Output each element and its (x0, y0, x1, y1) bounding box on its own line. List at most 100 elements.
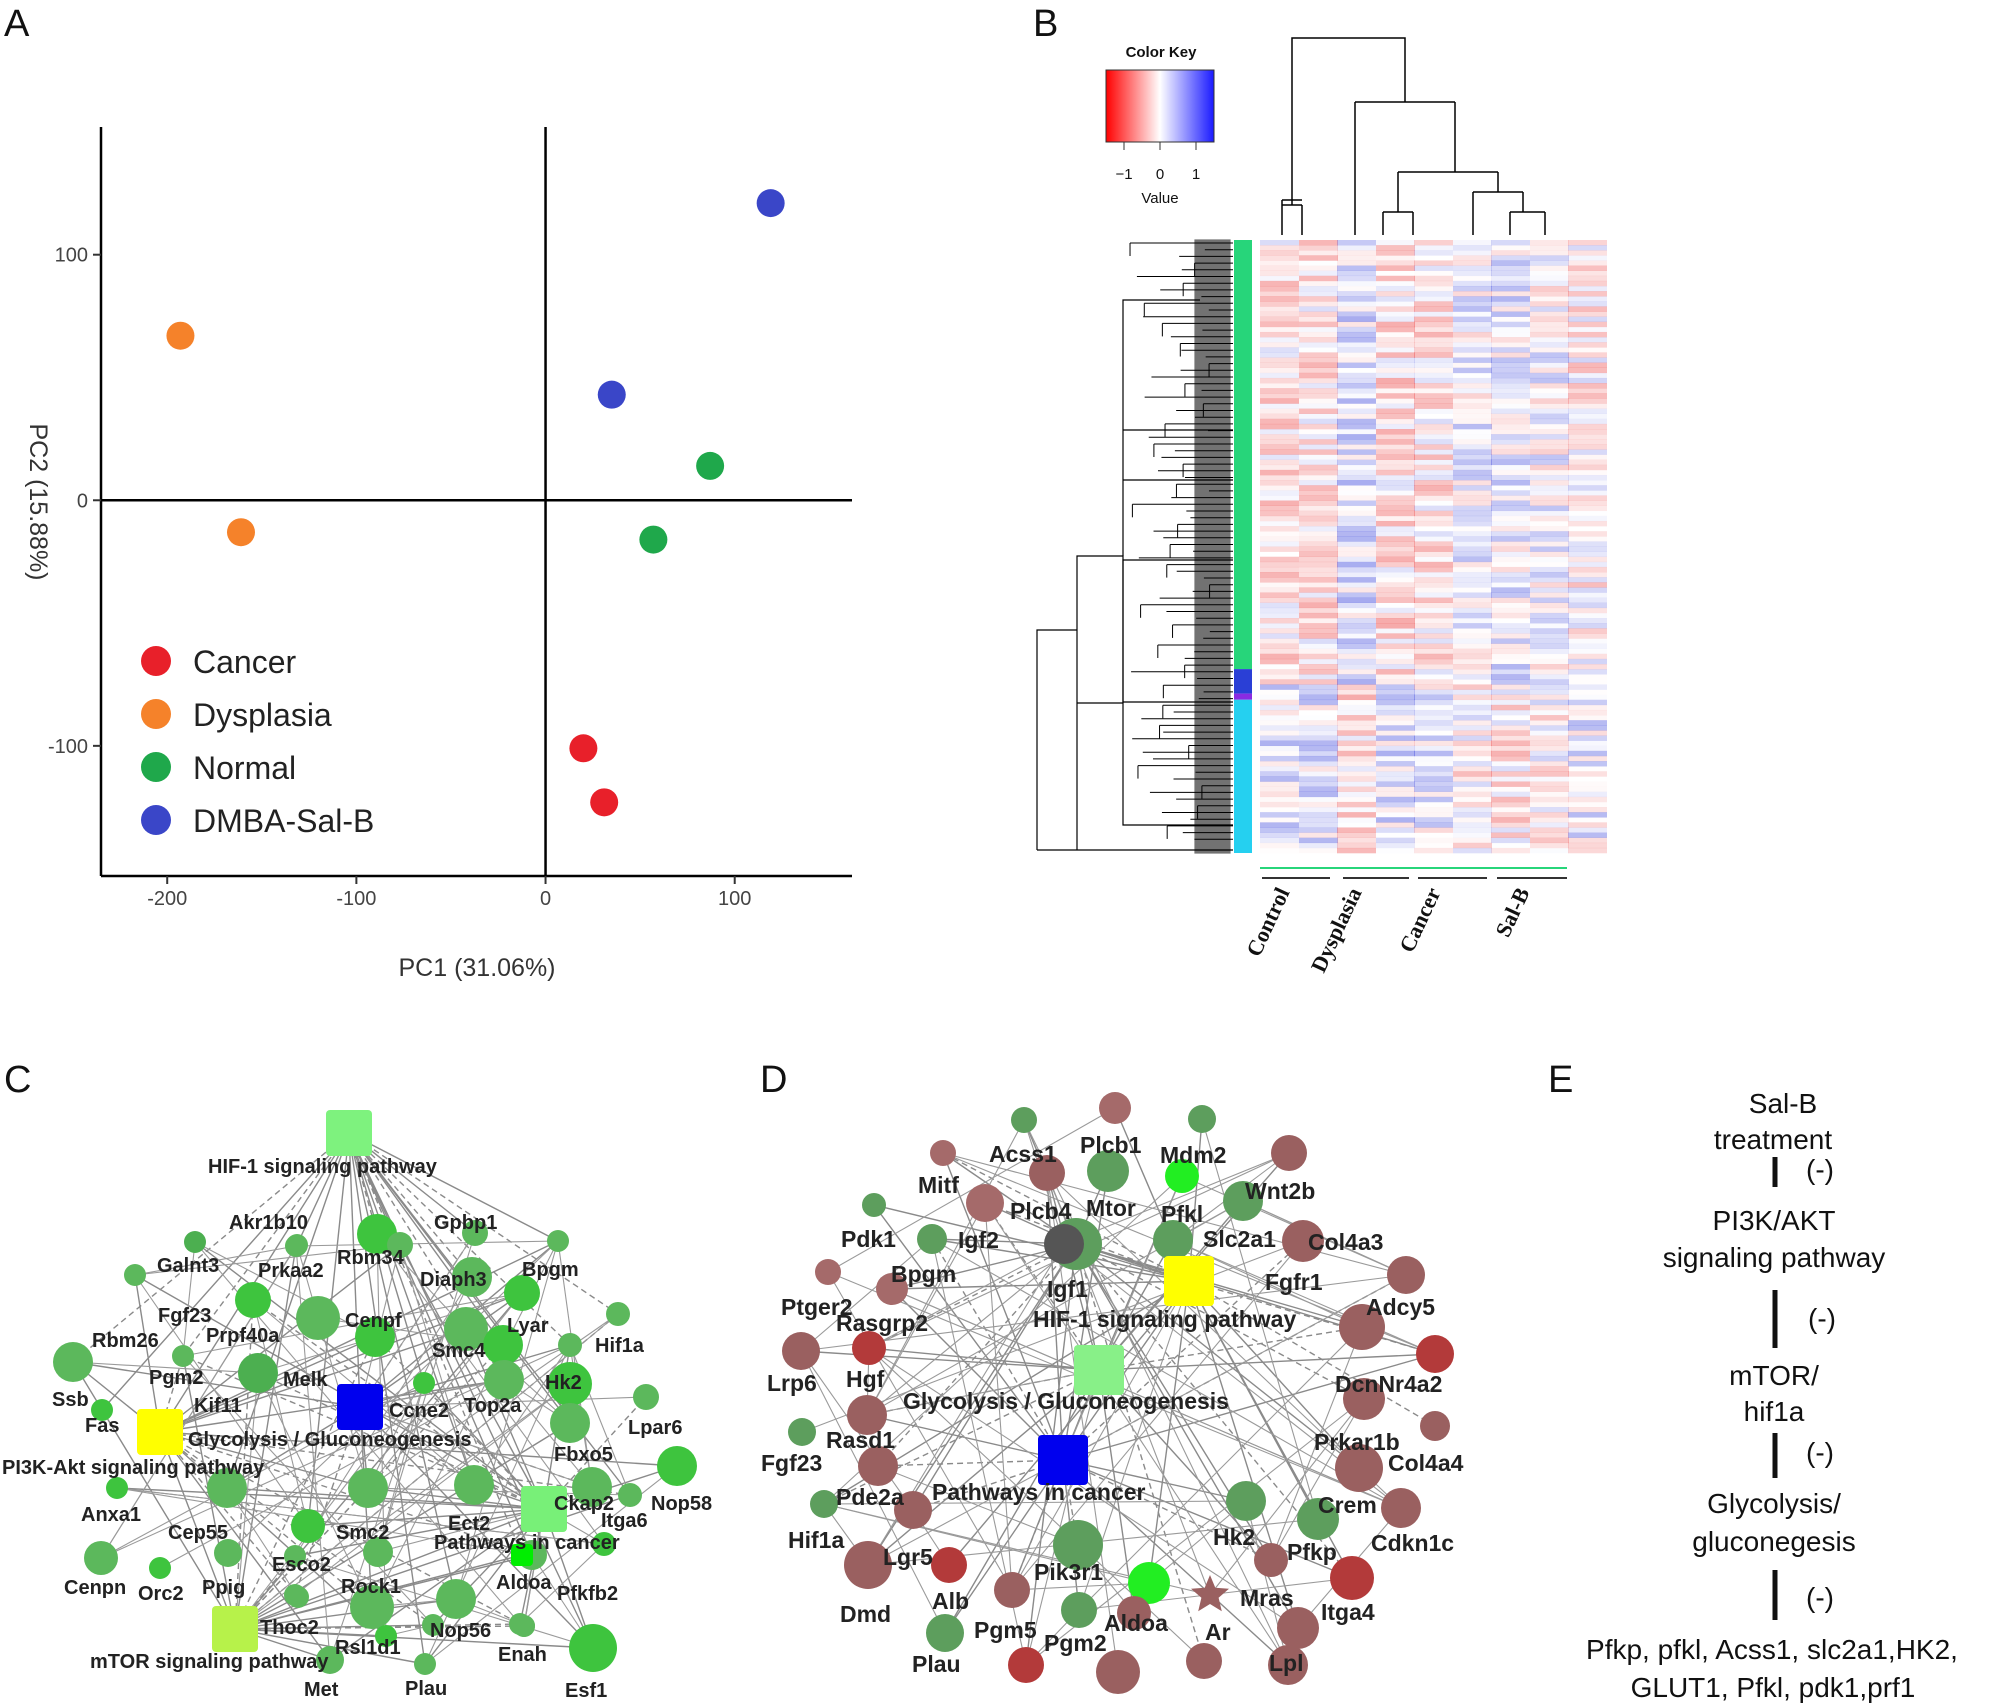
heatmap-cell (1414, 776, 1453, 782)
network-node (810, 1490, 838, 1518)
heatmap-cell (1414, 526, 1453, 531)
heatmap-cell (1530, 388, 1569, 393)
heatmap-cell (1491, 270, 1530, 277)
heatmap-cell (1337, 357, 1376, 363)
heatmap-cell (1260, 306, 1299, 312)
gene-label: Ect2 (448, 1513, 490, 1535)
heatmap-cell (1453, 520, 1492, 527)
heatmap-cell (1299, 781, 1338, 787)
heatmap-cell (1337, 715, 1376, 721)
heatmap-cell (1491, 843, 1530, 848)
heatmap-cell (1376, 454, 1415, 460)
network-node (572, 1467, 612, 1507)
heatmap-cell (1260, 337, 1299, 343)
heatmap-cell (1491, 469, 1530, 476)
heatmap-cell (1337, 306, 1376, 312)
heatmap-cell (1491, 787, 1530, 792)
network-edge (868, 1347, 1100, 1371)
network-edge (294, 1508, 545, 1557)
network-edge (234, 1372, 259, 1630)
heatmap-cell (1491, 745, 1530, 752)
gene-label: Hif1a (788, 1527, 844, 1553)
heatmap-cell (1530, 260, 1569, 266)
heatmap-cell (1453, 321, 1492, 328)
heatmap-cell (1337, 781, 1376, 787)
heatmap-cell (1530, 285, 1569, 292)
heatmap-cell (1491, 444, 1530, 450)
heatmap-cell (1337, 633, 1376, 638)
network-node (1099, 1092, 1131, 1124)
heatmap-cell (1376, 459, 1415, 466)
network-edge (800, 1350, 946, 1634)
heatmap-cell (1260, 566, 1299, 573)
network-node (847, 1395, 887, 1435)
heatmap-cell (1414, 398, 1453, 404)
gene-label: Cep55 (168, 1522, 228, 1544)
heatmap-cell (1260, 454, 1299, 460)
heatmap-cell (1568, 699, 1607, 706)
network-edge (376, 1233, 387, 1637)
network-edge (159, 1431, 434, 1626)
heatmap-cell (1453, 500, 1492, 506)
heatmap-cell (1491, 582, 1530, 587)
heatmap-cell (1337, 582, 1376, 588)
heatmap-cell (1491, 413, 1530, 420)
heatmap-cell (1568, 745, 1607, 752)
network-edge (359, 1232, 476, 1408)
heatmap-cell (1568, 556, 1607, 563)
gene-label: Lyar (507, 1315, 549, 1337)
heatmap-cell (1299, 449, 1338, 455)
pca-plot: -200 -100 0 100 100 0 -100 PC1 (31.06%) PC2 (1… (24, 127, 852, 982)
pca-y-tick-label: 0 (77, 490, 88, 512)
heatmap-cell (1260, 740, 1299, 747)
heatmap-cell (1337, 465, 1376, 470)
flow-inhibit-1: (-) (1806, 1154, 1834, 1185)
network-node (930, 1140, 956, 1166)
heatmap-cell (1376, 658, 1415, 665)
heatmap-cell (1376, 607, 1415, 614)
heatmap-cell (1414, 653, 1453, 660)
heatmap-cell (1530, 832, 1569, 838)
pathway-node (137, 1409, 183, 1455)
heatmap-cell (1337, 801, 1376, 808)
network-edge (1046, 1172, 1064, 1461)
network-c-nodes (53, 1110, 697, 1675)
network-edge (866, 1369, 1100, 1416)
heatmap-cell (1530, 296, 1569, 302)
heatmap-cell (1414, 362, 1453, 369)
heatmap-cell (1491, 659, 1530, 664)
network-edge (931, 1238, 1064, 1461)
heatmap-cell (1376, 551, 1415, 558)
heatmap-cell (1414, 725, 1453, 731)
heatmap-cell (1376, 469, 1415, 476)
heatmap-cell (1260, 628, 1299, 634)
heatmap-cell (1337, 572, 1376, 578)
heatmap-cell (1530, 607, 1569, 614)
pca-zero-lines (101, 127, 852, 876)
pathway-node (1038, 1435, 1088, 1485)
heatmap-cell (1376, 449, 1415, 455)
heatmap-cell (1299, 699, 1338, 706)
heatmap-cell (1530, 725, 1569, 731)
heatmap-cell (1414, 807, 1453, 813)
heatmap-cell (1491, 628, 1530, 634)
pca-point-dmba-sal-b (756, 189, 785, 218)
heatmap-cell (1530, 679, 1569, 685)
heatmap-cell (1491, 245, 1530, 250)
heatmap-cell (1376, 618, 1415, 624)
network-node (172, 1345, 194, 1367)
heatmap-cell (1414, 597, 1453, 603)
network-node (184, 1231, 206, 1253)
heatmap-cell (1337, 577, 1376, 583)
heatmap-cell (1414, 822, 1453, 828)
gene-label: Fas (85, 1415, 119, 1437)
heatmap-cell (1530, 408, 1569, 414)
heatmap-cell (1568, 536, 1607, 541)
heatmap-cell (1568, 628, 1607, 634)
heatmap-cell (1337, 653, 1376, 660)
heatmap-cell (1530, 669, 1569, 675)
heatmap-cell (1376, 566, 1415, 573)
heatmap-cell (1376, 250, 1415, 256)
gene-label: Dmd (840, 1601, 891, 1627)
heatmap-cell (1568, 787, 1607, 792)
